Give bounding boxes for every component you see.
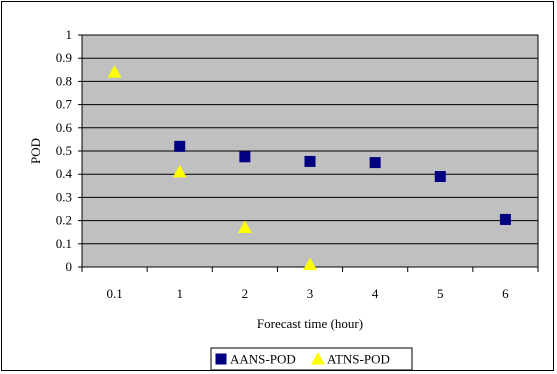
y-axis-title: POD bbox=[28, 138, 43, 164]
legend-label: ATNS-POD bbox=[327, 352, 390, 367]
y-tick-label: 0.8 bbox=[56, 73, 72, 88]
legend-triangle-icon bbox=[311, 352, 325, 365]
legend-entries: AANS-POD ATNS-POD bbox=[215, 352, 390, 367]
axes bbox=[78, 34, 539, 272]
legend-box bbox=[210, 347, 413, 371]
square-point bbox=[369, 157, 381, 169]
square-point bbox=[174, 140, 186, 152]
triangle-point bbox=[107, 65, 122, 78]
y-tick-label: 0.5 bbox=[56, 143, 72, 158]
y-tick-label: 0 bbox=[66, 259, 73, 274]
legend-label: AANS-POD bbox=[230, 352, 296, 367]
triangle-point bbox=[237, 220, 252, 234]
x-tick-label: 3 bbox=[307, 286, 314, 301]
gridlines bbox=[82, 57, 538, 245]
triangle-point bbox=[172, 164, 187, 178]
data-markers bbox=[107, 65, 511, 271]
x-tick-labels: 0.1 1 2 3 4 5 6 bbox=[106, 286, 509, 301]
x-tick-label: 6 bbox=[502, 286, 509, 301]
legend-square-icon bbox=[215, 353, 227, 365]
square-point bbox=[499, 213, 511, 225]
y-tick-label: 0.3 bbox=[56, 189, 72, 204]
triangle-point bbox=[303, 257, 317, 271]
y-tick-label: 0.1 bbox=[56, 236, 72, 251]
square-point bbox=[304, 155, 316, 167]
x-axis-title: Forecast time (hour) bbox=[257, 316, 363, 331]
y-tick-label: 0.4 bbox=[56, 166, 73, 181]
y-tick-labels: 0 0.1 0.2 0.3 0.4 0.5 0.6 0.7 0.8 0.9 1 bbox=[56, 27, 73, 274]
legend: AANS-POD ATNS-POD bbox=[210, 347, 413, 371]
y-tick-label: 1 bbox=[66, 27, 73, 42]
x-tick-label: 0.1 bbox=[106, 286, 122, 301]
y-tick-label: 0.6 bbox=[56, 120, 73, 135]
x-tick-label: 2 bbox=[242, 286, 249, 301]
x-tick-label: 1 bbox=[176, 286, 183, 301]
y-tick-label: 0.7 bbox=[56, 97, 73, 112]
square-point bbox=[239, 151, 251, 163]
y-tick-label: 0.2 bbox=[56, 213, 72, 228]
y-tick-label: 0.9 bbox=[56, 50, 72, 65]
x-tick-label: 4 bbox=[372, 286, 379, 301]
square-point bbox=[434, 171, 446, 183]
x-tick-label: 5 bbox=[437, 286, 444, 301]
